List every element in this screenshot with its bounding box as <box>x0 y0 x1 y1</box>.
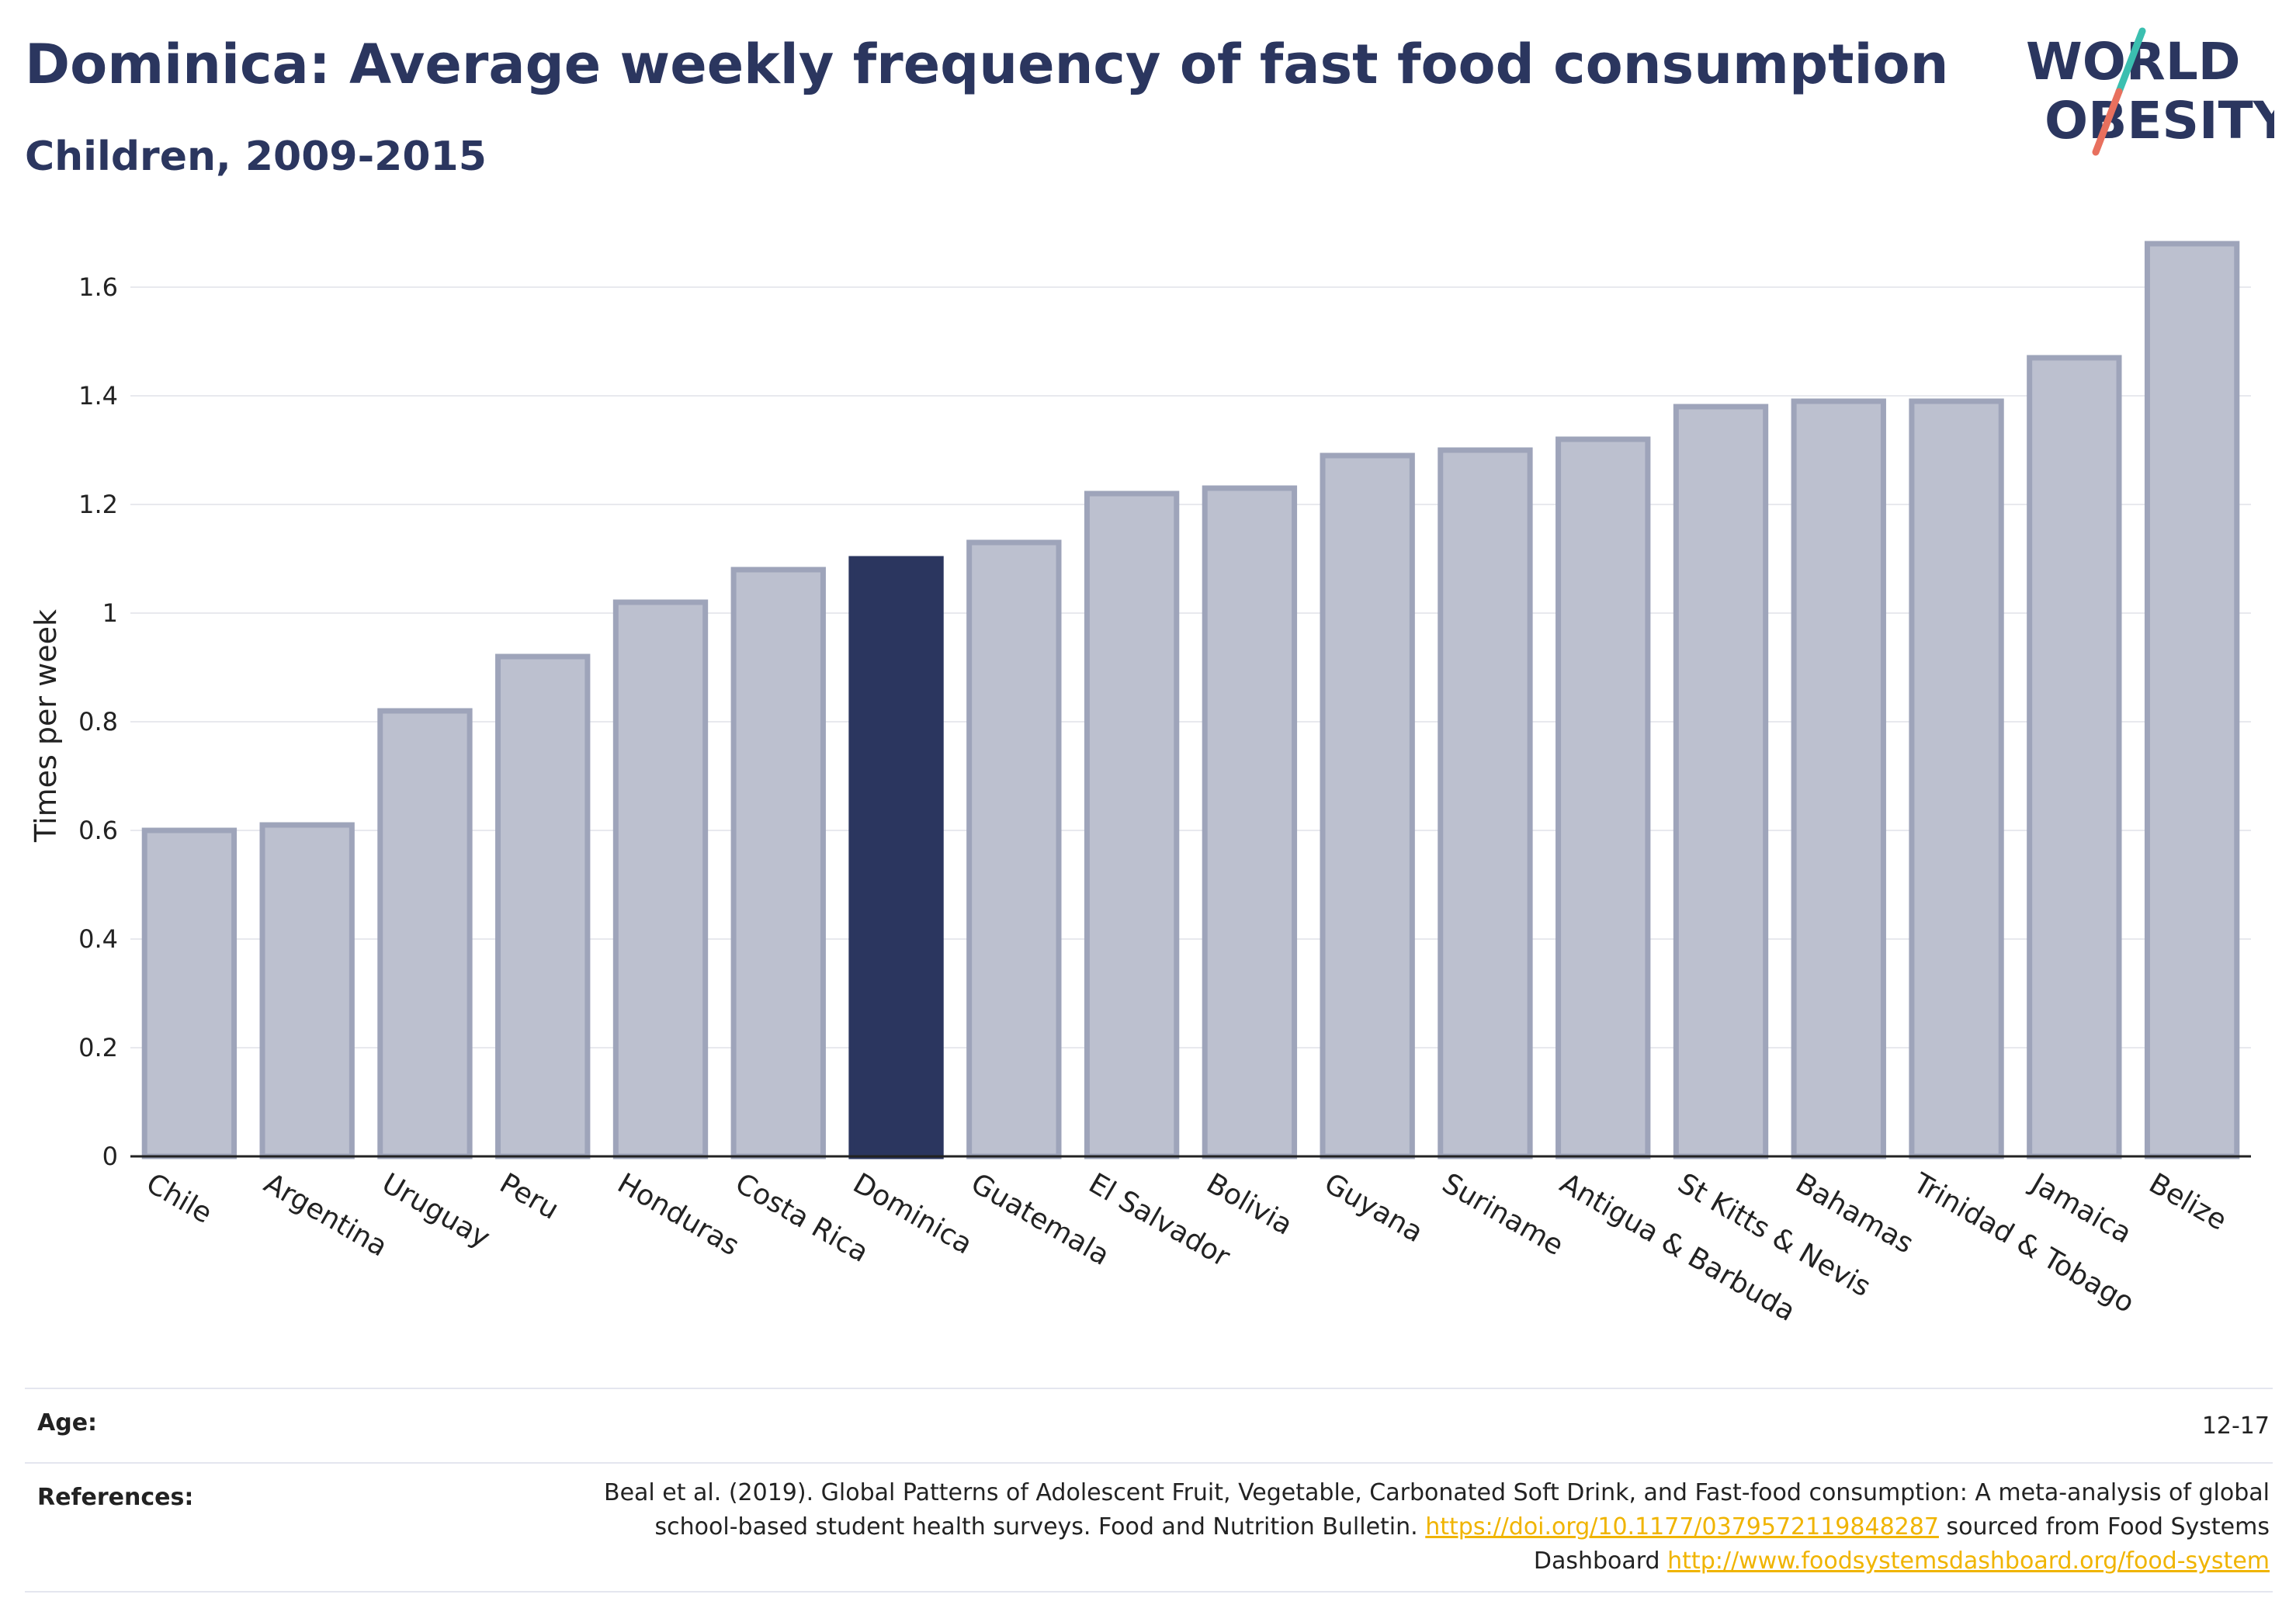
x-tick-label: Chile <box>140 1167 217 1230</box>
references-label: References: <box>37 1484 194 1511</box>
x-tick-label: Costa Rica <box>730 1167 873 1269</box>
chart-subtitle: Children, 2009-2015 <box>25 133 487 180</box>
reference-link-doi[interactable]: https://doi.org/10.1177/0379572119848287 <box>1425 1513 1939 1541</box>
y-axis-title: Times per week <box>29 609 63 843</box>
bar-antigua-barbuda[interactable] <box>1556 436 1651 1159</box>
bar-bahamas[interactable] <box>1791 398 1886 1159</box>
logo-slash-top <box>2115 27 2146 95</box>
x-tick-label: Trinidad & Tobago <box>1907 1167 2139 1319</box>
grid-lines <box>130 286 2251 1048</box>
bars <box>141 241 2240 1159</box>
bar-bolivia[interactable] <box>1202 485 1298 1159</box>
reference-link-dashboard[interactable]: http://www.foodsystemsdashboard.org/food… <box>1667 1547 2270 1575</box>
bar-belize[interactable] <box>2144 241 2240 1159</box>
age-label: Age: <box>37 1409 98 1437</box>
y-tick-label: 1 <box>102 598 118 628</box>
bar-costa-rica[interactable] <box>730 567 826 1159</box>
x-tick-label: Guyana <box>1319 1167 1428 1249</box>
age-value: 12-17 <box>2201 1412 2270 1440</box>
chart-title: Dominica: Average weekly frequency of fa… <box>25 33 1949 96</box>
bar-honduras[interactable] <box>612 599 709 1159</box>
bar-uruguay[interactable] <box>377 708 473 1159</box>
x-tick-label: Belize <box>2144 1167 2232 1236</box>
bar-jamaica[interactable] <box>2027 355 2122 1159</box>
bar-chile[interactable] <box>141 827 238 1159</box>
x-tick-label: Suriname <box>1437 1167 1569 1262</box>
y-tick-label: 1.4 <box>78 381 118 411</box>
logo-line-2: OBESITY <box>2045 91 2274 151</box>
age-row: Age: 12-17 <box>25 1388 2273 1462</box>
x-tick-label: St Kitts & Nevis <box>1673 1167 1876 1303</box>
y-tick-label: 0 <box>102 1142 118 1171</box>
references-value: Beal et al. (2019). Global Patterns of A… <box>581 1464 2273 1591</box>
bar-argentina[interactable] <box>259 822 355 1159</box>
world-obesity-logo: WORLD OBESITY <box>2026 27 2274 156</box>
x-tick-label: Argentina <box>258 1167 393 1263</box>
y-tick-label: 1.2 <box>78 490 118 519</box>
reference-text-1: Beal et al. (2019). Global Patterns of A… <box>603 1479 2270 1541</box>
bar-st-kitts-nevis[interactable] <box>1673 404 1769 1159</box>
y-tick-label: 0.4 <box>78 924 118 954</box>
x-tick-label: Honduras <box>612 1167 744 1262</box>
bar-trinidad-tobago[interactable] <box>1909 398 2004 1159</box>
bar-chart: 0 0.2 0.4 0.6 0.8 1 1.2 1.4 1.6 Chile ArgentinaUr… <box>29 241 2251 1328</box>
y-tick-label: 0.2 <box>78 1033 118 1062</box>
y-tick-label: 0.6 <box>78 816 118 845</box>
y-tick-labels: 0 0.2 0.4 0.6 0.8 1 1.2 1.4 1.6 <box>78 272 118 1171</box>
reference-text-2: sourced from Food Systems Dashboard <box>1533 1513 2270 1575</box>
x-tick-label: Peru <box>494 1167 564 1226</box>
y-tick-label: 1.6 <box>78 272 118 302</box>
y-tick-label: 0.8 <box>78 707 118 736</box>
bar-suriname[interactable] <box>1438 447 1533 1159</box>
x-tick-label: Bolivia <box>1201 1167 1298 1242</box>
references-row: References: Beal et al. (2019). Global P… <box>25 1462 2273 1593</box>
bar-guyana[interactable] <box>1320 452 1415 1159</box>
x-tick-label: Uruguay <box>376 1167 495 1254</box>
bar-dominica[interactable] <box>848 556 944 1159</box>
bar-guatemala[interactable] <box>966 539 1062 1159</box>
logo-slash-bottom <box>2092 88 2123 156</box>
bar-peru[interactable] <box>495 653 591 1159</box>
info-table: Age: 12-17 References: Beal et al. (2019… <box>25 1388 2273 1593</box>
bar-el-salvador[interactable] <box>1084 490 1180 1159</box>
